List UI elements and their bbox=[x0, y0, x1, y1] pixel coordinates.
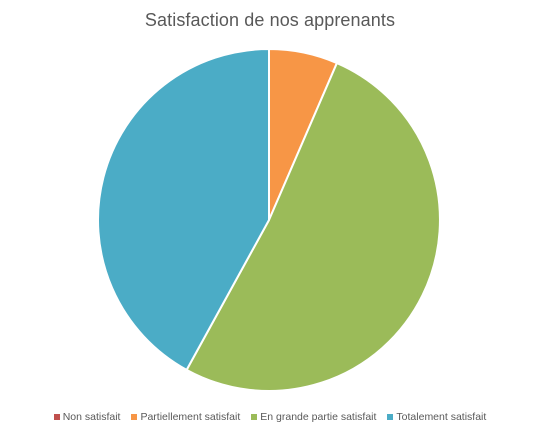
pie-slice-en-grande-partie-satisfait bbox=[185, 62, 441, 392]
legend-swatch-totalement-satisfait bbox=[387, 414, 394, 420]
legend-label-non-satisfait: Non satisfait bbox=[62, 411, 121, 423]
legend-swatch-en-grande-partie-satisfait bbox=[251, 414, 258, 420]
legend-swatch-non-satisfait bbox=[53, 414, 60, 420]
legend-item-en-grande-partie-satisfait: En grande partie satisfait bbox=[251, 411, 376, 423]
legend-item-totalement-satisfait: Totalement satisfait bbox=[387, 411, 486, 423]
chart-title: Satisfaction de nos apprenants bbox=[144, 10, 396, 30]
legend-label-en-grande-partie-satisfait: En grande partie satisfait bbox=[260, 411, 377, 423]
legend-label-totalement-satisfait: Totalement satisfait bbox=[396, 411, 487, 423]
legend: Non satisfait Partiellement satisfait En… bbox=[0, 411, 540, 423]
legend-label-partiellement-satisfait: Partiellement satisfait bbox=[140, 411, 241, 423]
pie-slice-totalement-satisfait bbox=[96, 48, 270, 371]
legend-swatch-partiellement-satisfait bbox=[131, 414, 138, 420]
legend-item-partiellement-satisfait: Partiellement satisfait bbox=[131, 411, 240, 423]
legend-item-non-satisfait: Non satisfait bbox=[53, 411, 121, 423]
